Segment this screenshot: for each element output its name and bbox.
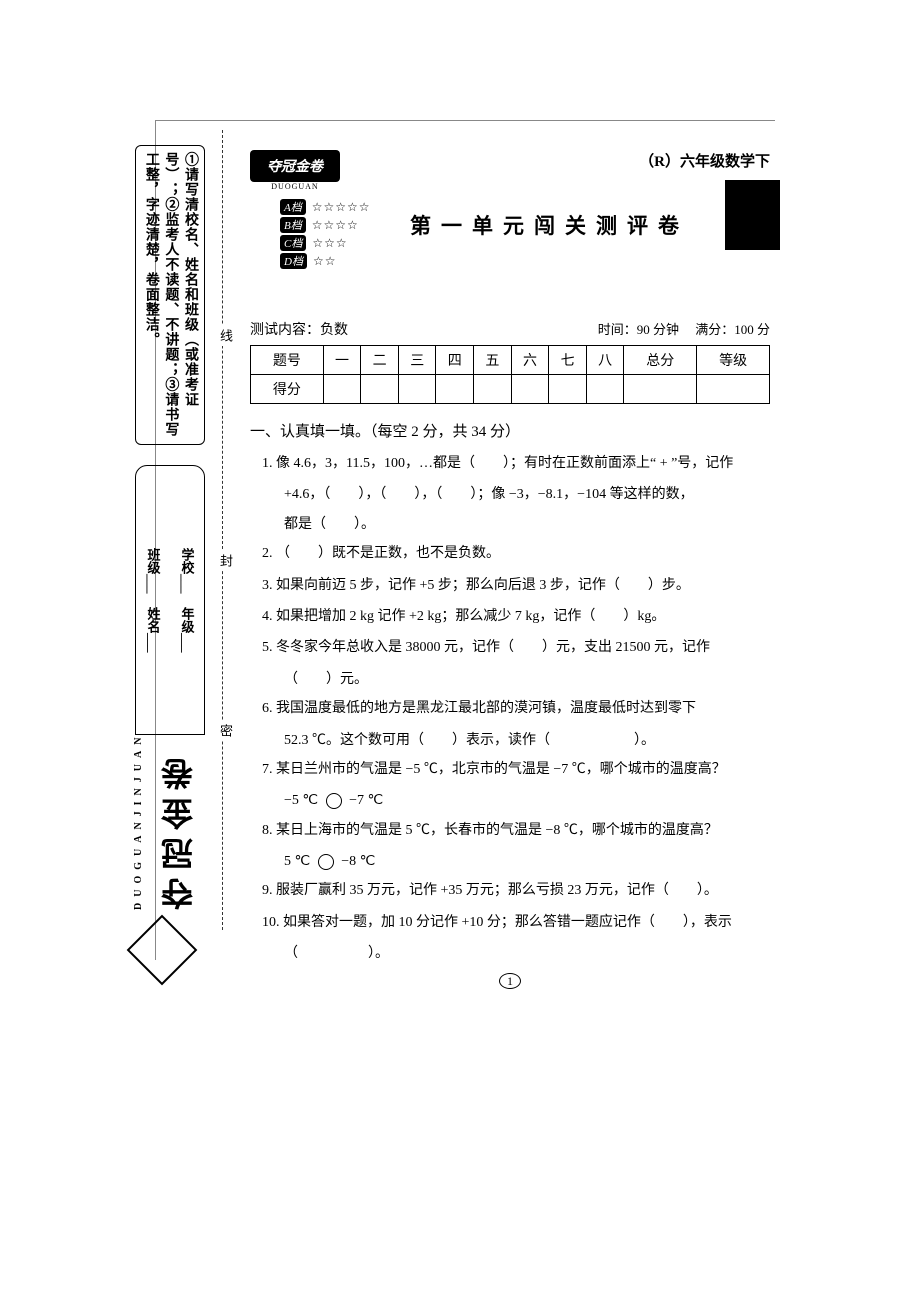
q8-compare: 5 ℃ −8 ℃ <box>262 847 770 876</box>
seal-line <box>222 130 223 930</box>
score-h-2: 二 <box>361 346 399 375</box>
grade-c-label: C档 <box>280 235 306 251</box>
student-info-box: 班级 ___ 姓名 ___ 学校 ___ 年级 ___ <box>135 465 205 735</box>
brand-sub: DUOGUAN <box>250 182 340 191</box>
score-row-label: 得分 <box>251 375 324 404</box>
grade-a-label: A档 <box>280 199 306 215</box>
test-time-score: 时间：90 分钟 满分：100 分 <box>598 319 770 339</box>
q7-line1: 7. 某日兰州市的气温是 −5 ℃，北京市的气温是 −7 ℃，哪个城市的温度高？ <box>262 755 770 784</box>
score-h-10: 等级 <box>697 346 770 375</box>
score-cell[interactable] <box>398 375 436 404</box>
field-grade: 年级 <box>178 607 197 633</box>
q5-line1: 5. 冬冬家今年总收入是 38000 元，记作（ ）元，支出 21500 元，记… <box>262 633 770 662</box>
score-cell[interactable] <box>586 375 624 404</box>
score-cell[interactable] <box>697 375 770 404</box>
score-cell[interactable] <box>436 375 474 404</box>
score-cell[interactable] <box>624 375 697 404</box>
grade-subject: （R）六年级数学下 <box>639 150 770 171</box>
score-cell[interactable] <box>511 375 549 404</box>
paper-title: 第一单元闯关测评卷 <box>410 210 689 240</box>
field-class: 班级 <box>144 548 163 574</box>
q7-compare: −5 ℃ −7 ℃ <box>262 786 770 815</box>
score-h-5: 五 <box>474 346 512 375</box>
section-1-title: 一、认真填一填。（每空 2 分，共 34 分） <box>250 420 770 441</box>
score-h-1: 一 <box>323 346 361 375</box>
grade-b-stars: ☆☆☆☆ <box>312 218 359 233</box>
brand-pinyin: DUOGUANJINJUAN <box>133 750 144 910</box>
brand-logo: 夺冠金卷 <box>250 150 340 182</box>
seal-label-1: 线 <box>216 325 235 346</box>
compare-circle[interactable] <box>326 793 342 809</box>
q10-line1: 10. 如果答对一题，加 10 分记作 +10 分；那么答错一题应记作（ ），表… <box>262 908 770 937</box>
grade-d-label: D档 <box>280 253 307 269</box>
test-meta: 测试内容：负数 时间：90 分钟 满分：100 分 <box>250 319 770 339</box>
instructions-text: ①请写清校名、姓名和班级（或准考证号）；②监考人不读题、不讲题；③请书写工整，字… <box>140 152 200 438</box>
score-cell[interactable] <box>323 375 361 404</box>
q10-line2: （ ）。 <box>262 939 770 968</box>
score-h-7: 七 <box>549 346 587 375</box>
q3: 3. 如果向前迈 5 步，记作 +5 步；那么向后退 3 步，记作（ ）步。 <box>262 571 770 600</box>
field-name: 姓名 <box>144 607 163 633</box>
test-content: 测试内容：负数 <box>250 319 598 339</box>
page-number: 1 <box>499 973 521 989</box>
score-h-6: 六 <box>511 346 549 375</box>
q8-line1: 8. 某日上海市的气温是 5 ℃，长春市的气温是 −8 ℃，哪个城市的温度高？ <box>262 816 770 845</box>
grade-row: D档 ☆☆ <box>280 253 770 269</box>
brand-big: 夺冠金卷 <box>156 750 202 910</box>
sidebar: ①请写清校名、姓名和班级（或准考证号）；②监考人不读题、不讲题；③请书写工整，字… <box>135 135 215 935</box>
mascot-icon <box>725 180 780 250</box>
q8-left: 5 ℃ <box>284 854 310 869</box>
score-header-row: 题号 一 二 三 四 五 六 七 八 总分 等级 <box>251 346 770 375</box>
q2: 2. （ ）既不是正数，也不是负数。 <box>262 539 770 568</box>
test-time: 时间：90 分钟 <box>598 322 679 337</box>
q7-left: −5 ℃ <box>284 793 318 808</box>
q6-line1: 6. 我国温度最低的地方是黑龙江最北部的漠河镇，温度最低时达到零下 <box>262 694 770 723</box>
seal-label-2: 封 <box>216 550 235 571</box>
questions: 1. 像 4.6，3，11.5，100，…都是（ ）；有时在正数前面添上“ + … <box>250 449 770 969</box>
q1-line3: 都是（ ）。 <box>262 510 770 539</box>
seal-label-3: 密 <box>216 720 235 741</box>
score-h-4: 四 <box>436 346 474 375</box>
field-school-grade: 学校 ___ 年级 ___ <box>176 466 199 734</box>
grade-a-stars: ☆☆☆☆☆ <box>312 200 371 215</box>
q4: 4. 如果把增加 2 kg 记作 +2 kg；那么减少 7 kg，记作（ ）kg… <box>262 602 770 631</box>
compare-circle[interactable] <box>318 854 334 870</box>
q1-line2: +4.6，（ ），（ ），（ ）；像 −3，−8.1，−104 等这样的数， <box>262 480 770 509</box>
score-h-9: 总分 <box>624 346 697 375</box>
main-content: 夺冠金卷 DUOGUAN （R）六年级数学下 A档☆☆☆☆☆ B档☆☆☆☆ C档… <box>250 150 770 969</box>
q5-line2: （ ）元。 <box>262 665 770 694</box>
q8-right: −8 ℃ <box>341 854 375 869</box>
score-value-row: 得分 <box>251 375 770 404</box>
q1-line1: 1. 像 4.6，3，11.5，100，…都是（ ）；有时在正数前面添上“ + … <box>262 449 770 478</box>
grade-b-label: B档 <box>280 217 306 233</box>
instructions-box: ①请写清校名、姓名和班级（或准考证号）；②监考人不读题、不讲题；③请书写工整，字… <box>135 145 205 445</box>
field-school: 学校 <box>178 548 197 574</box>
score-cell[interactable] <box>361 375 399 404</box>
brand-stamp-icon <box>127 915 198 986</box>
score-table: 题号 一 二 三 四 五 六 七 八 总分 等级 得分 <box>250 345 770 404</box>
score-h-3: 三 <box>398 346 436 375</box>
grade-d-stars: ☆☆ <box>313 254 337 269</box>
q6-line2: 52.3 ℃。这个数可用（ ）表示，读作（ ）。 <box>262 726 770 755</box>
grade-c-stars: ☆☆☆ <box>312 236 347 251</box>
test-full: 满分：100 分 <box>695 322 770 337</box>
q9: 9. 服装厂赢利 35 万元，记作 +35 万元；那么亏损 23 万元，记作（ … <box>262 876 770 905</box>
score-h-8: 八 <box>586 346 624 375</box>
sidebar-brand: DUOGUANJINJUAN 夺冠金卷 <box>135 750 205 960</box>
q7-right: −7 ℃ <box>349 793 383 808</box>
field-class-name: 班级 ___ 姓名 ___ <box>142 466 165 734</box>
score-cell[interactable] <box>474 375 512 404</box>
score-h-0: 题号 <box>251 346 324 375</box>
header: 夺冠金卷 DUOGUAN （R）六年级数学下 <box>250 150 770 191</box>
brand-block: 夺冠金卷 DUOGUAN <box>250 150 340 191</box>
score-cell[interactable] <box>549 375 587 404</box>
